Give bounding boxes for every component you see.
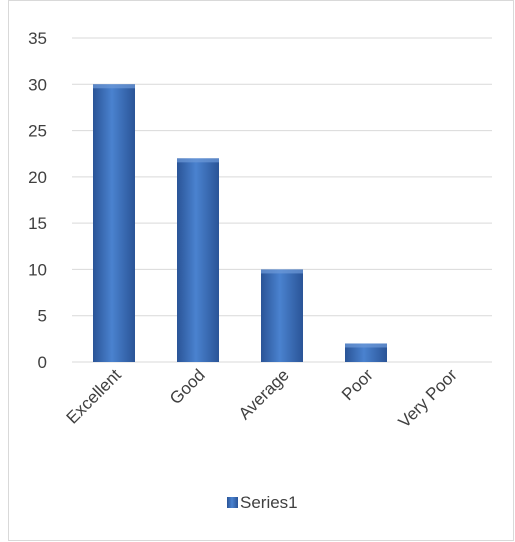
y-tick-label: 0 [38, 353, 47, 372]
x-axis-tick-labels: Excellent Good Average Poor Very Poor [63, 365, 461, 431]
y-axis-tick-labels: 0 5 10 15 20 25 30 35 [28, 29, 47, 372]
legend-swatch-series1 [227, 497, 238, 508]
bar-top-highlight [93, 84, 135, 89]
bar-good [177, 158, 219, 362]
y-tick-label: 20 [28, 168, 47, 187]
y-tick-label: 30 [28, 75, 47, 94]
legend: Series1 [227, 493, 298, 512]
x-tick-label: Good [166, 365, 209, 408]
bar-average [261, 269, 303, 362]
x-tick-label: Average [235, 365, 293, 423]
bar-top-highlight [261, 269, 303, 274]
y-tick-label: 35 [28, 29, 47, 48]
y-tick-label: 10 [28, 260, 47, 279]
legend-label-series1: Series1 [240, 493, 298, 512]
x-tick-label: Excellent [63, 365, 125, 427]
y-tick-label: 5 [38, 307, 47, 326]
bar-top-highlight [177, 158, 219, 163]
bar-poor [345, 343, 387, 362]
y-tick-label: 25 [28, 122, 47, 141]
x-tick-label: Very Poor [395, 365, 461, 431]
bar-excellent [93, 84, 135, 363]
gridlines [72, 37, 492, 363]
x-tick-label: Poor [338, 365, 377, 404]
y-tick-label: 15 [28, 214, 47, 233]
bars [93, 84, 387, 363]
bar-top-highlight [345, 343, 387, 348]
